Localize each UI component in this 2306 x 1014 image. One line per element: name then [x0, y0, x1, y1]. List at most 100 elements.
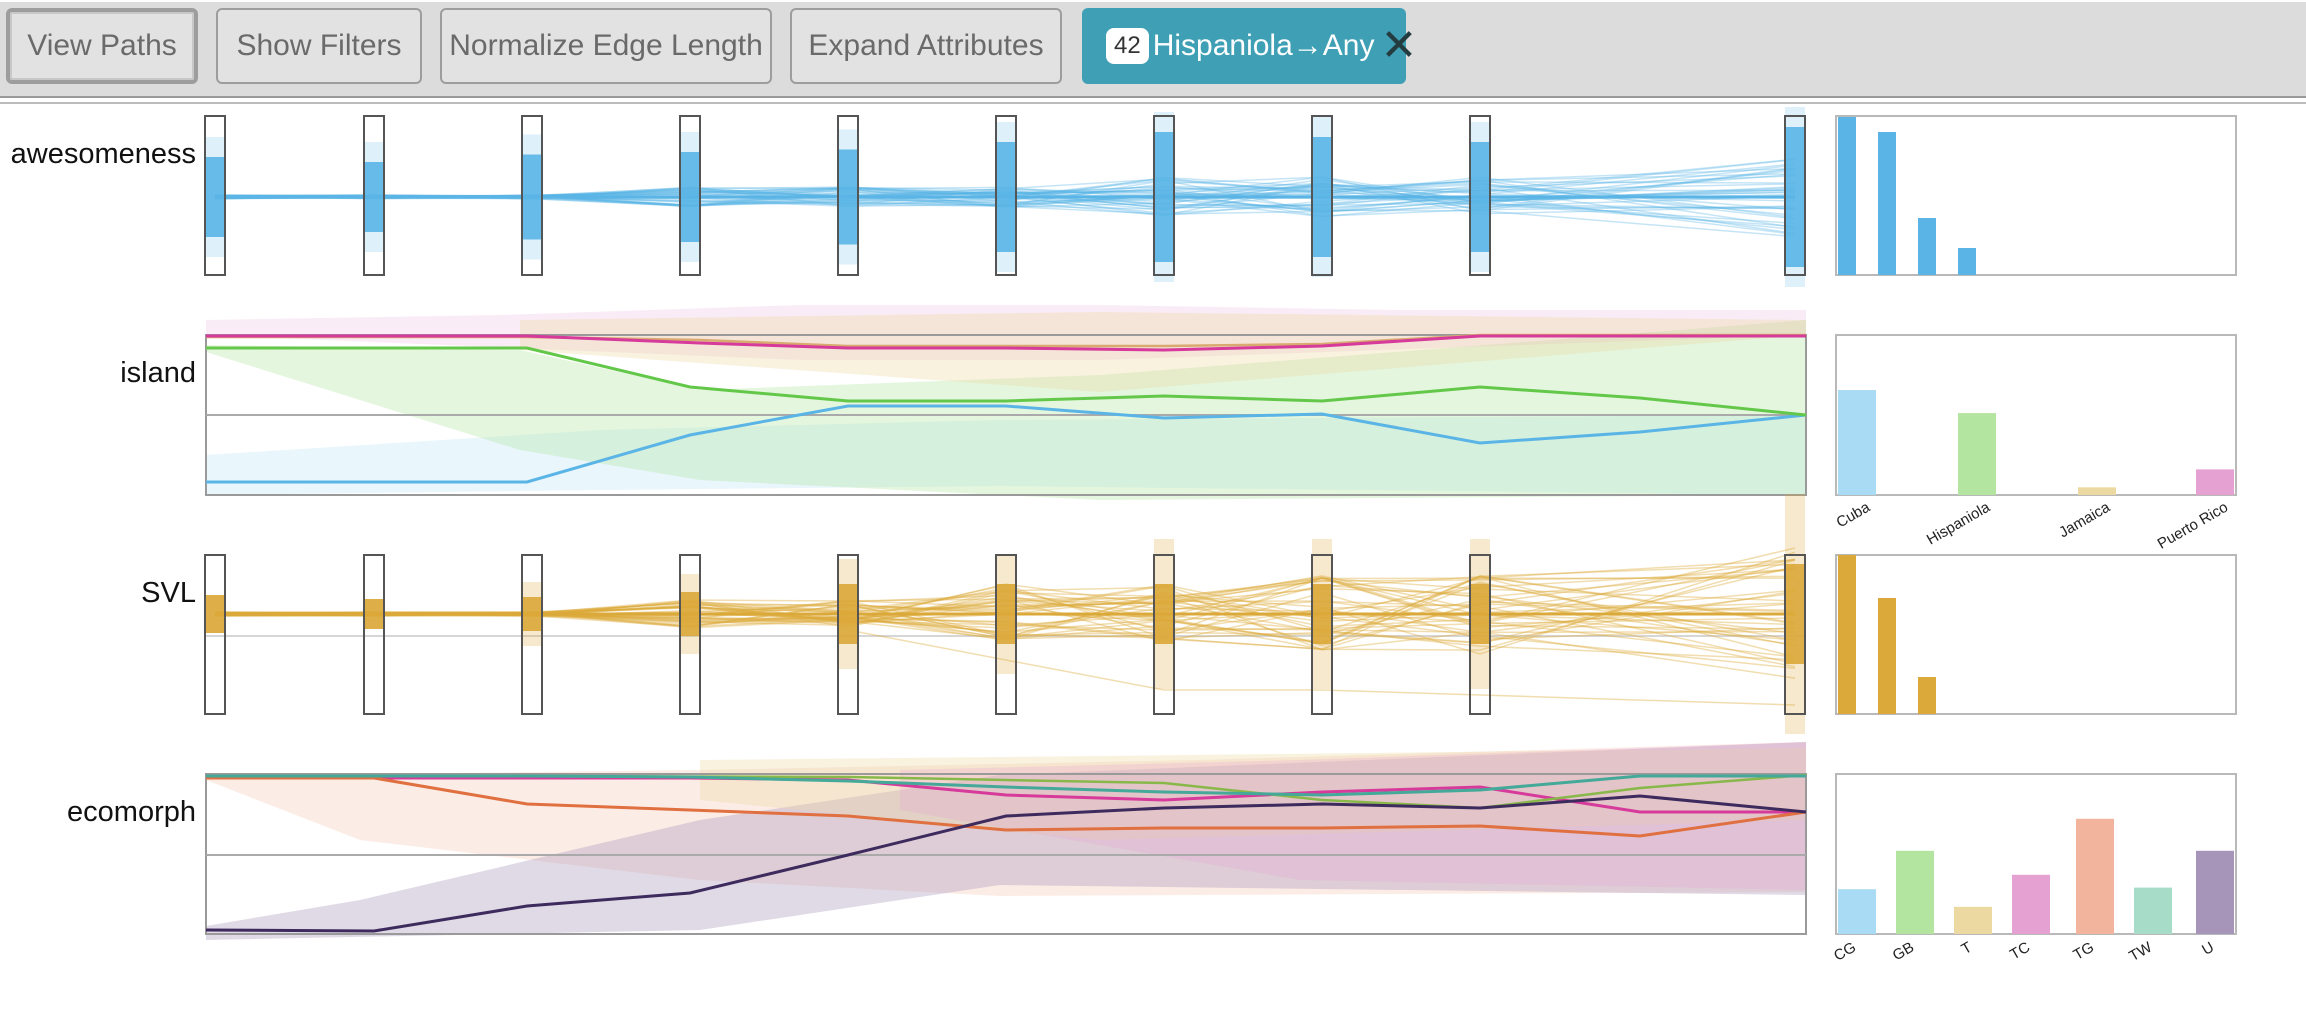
histogram-bar: [1838, 555, 1856, 714]
filter-chip-label: Hispaniola→Any: [1152, 29, 1375, 62]
histogram-bar: [2196, 850, 2234, 934]
node-bar: [205, 595, 225, 633]
island-band-pink: [206, 305, 1806, 360]
node-bar: [1470, 142, 1490, 252]
tree-node[interactable]: [1784, 115, 1806, 276]
node-bar: [364, 599, 384, 629]
tree-node[interactable]: [521, 115, 543, 276]
histogram-bar: [2078, 487, 2116, 495]
island-path-hispaniola: [206, 346, 1807, 417]
histogram-tick-label: Jamaica: [2056, 498, 2113, 541]
histogram-bar: [1878, 132, 1896, 275]
island-row: Cuba Hispaniola Jamaica Puerto Rico: [205, 305, 2237, 553]
svl-path: [214, 577, 1796, 628]
svl-path: [214, 586, 1796, 679]
node-bar: [1154, 132, 1174, 262]
filter-chip[interactable]: 42 Hispaniola→Any ✕: [1082, 8, 1417, 84]
ecomorph-path-purple: [205, 794, 1807, 933]
histogram-bar: [1878, 598, 1896, 714]
show-filters-button[interactable]: Show Filters: [216, 8, 422, 84]
filter-count-badge: 42: [1106, 28, 1149, 64]
tree-node[interactable]: [1469, 554, 1491, 715]
expand-attributes-button[interactable]: Expand Attributes: [790, 8, 1062, 84]
tree-node[interactable]: [837, 115, 859, 276]
histogram-bar: [1958, 413, 1996, 495]
histogram-tick-label: TW: [2126, 938, 2155, 965]
node-bar: [205, 157, 225, 237]
row-label-awesomeness: awesomeness: [10, 138, 196, 170]
histogram-tick-label: TG: [2070, 939, 2097, 964]
tree-node[interactable]: [1469, 115, 1491, 276]
histogram-tick-label: GB: [1890, 939, 1917, 965]
node-bar: [1312, 584, 1332, 644]
node-bar: [996, 584, 1016, 644]
ecomorph-path-teal: [206, 774, 1806, 797]
ecomorph-band-pink: [900, 742, 1806, 890]
histogram-tick-label: CG: [1831, 939, 1859, 965]
node-bar: [1312, 137, 1332, 257]
ecomorph-band-orange: [206, 742, 1806, 896]
tree-node[interactable]: [995, 554, 1017, 715]
histogram-bar: [2134, 887, 2172, 934]
histogram-tick-label: Cuba: [1833, 498, 1873, 531]
tree-node[interactable]: [363, 115, 385, 276]
tree-node[interactable]: [1784, 554, 1806, 715]
histogram-bar: [1958, 248, 1976, 275]
tree-node[interactable]: [679, 115, 701, 276]
ecomorph-row: CG GB T TC TG TW U: [205, 742, 2237, 965]
tree-node[interactable]: [363, 554, 385, 715]
node-bar: [1470, 584, 1490, 644]
histogram-bar: [1896, 850, 1934, 934]
node-bar: [838, 584, 858, 644]
row-label-svl: SVL: [141, 577, 196, 609]
node-bar: [680, 592, 700, 636]
histogram-tick-label: Hispaniola: [1924, 498, 1994, 548]
close-icon[interactable]: ✕: [1380, 21, 1418, 70]
tree-node[interactable]: [1311, 554, 1333, 715]
tree-node[interactable]: [837, 554, 859, 715]
tree-node[interactable]: [204, 115, 226, 276]
awesomeness-row: [204, 107, 2237, 287]
toolbar: View Paths Show Filters Normalize Edge L…: [0, 0, 2306, 104]
row-label-island: island: [120, 357, 196, 389]
tree-node[interactable]: [1153, 115, 1175, 276]
island-path-puerto-rico: [206, 334, 1806, 352]
node-bar: [1785, 564, 1805, 664]
node-bar: [1154, 584, 1174, 644]
tree-node[interactable]: [679, 554, 701, 715]
histogram-bar: [1954, 906, 1992, 934]
island-path-cuba: [206, 404, 1807, 484]
histogram-bar: [1918, 218, 1936, 275]
tree-node[interactable]: [1153, 554, 1175, 715]
histogram-tick-label: Puerto Rico: [2155, 499, 2231, 553]
node-bar: [522, 597, 542, 631]
normalize-edge-length-button[interactable]: Normalize Edge Length: [440, 8, 772, 84]
node-bar: [364, 162, 384, 232]
tree-node[interactable]: [204, 554, 226, 715]
ecomorph-path-orange: [206, 776, 1807, 838]
histogram-tick-label: T: [1959, 939, 1975, 958]
node-bar: [1785, 127, 1805, 267]
histogram-bar: [2076, 818, 2114, 934]
node-bar: [680, 152, 700, 242]
tree-node[interactable]: [1311, 115, 1333, 276]
tree-node[interactable]: [521, 554, 543, 715]
svl-row: [204, 494, 2237, 734]
histogram-bar: [2196, 469, 2234, 495]
awesomeness-histogram: [1835, 115, 2237, 276]
histogram-tick-label: U: [2199, 939, 2217, 959]
ecomorph-path-pink: [206, 776, 1806, 814]
svl-path: [847, 629, 1796, 706]
svl-path: [214, 559, 1796, 651]
histogram-bar: [1838, 390, 1876, 495]
svl-path: [214, 547, 1796, 629]
island-band-gold: [520, 312, 1806, 392]
island-histogram: [1835, 334, 2237, 496]
histogram-bar: [1838, 117, 1856, 275]
svl-path: [214, 558, 1796, 625]
node-bar: [838, 149, 858, 245]
svl-path: [214, 583, 1796, 669]
view-paths-button[interactable]: View Paths: [6, 8, 198, 84]
node-bar: [996, 142, 1016, 252]
tree-node[interactable]: [995, 115, 1017, 276]
